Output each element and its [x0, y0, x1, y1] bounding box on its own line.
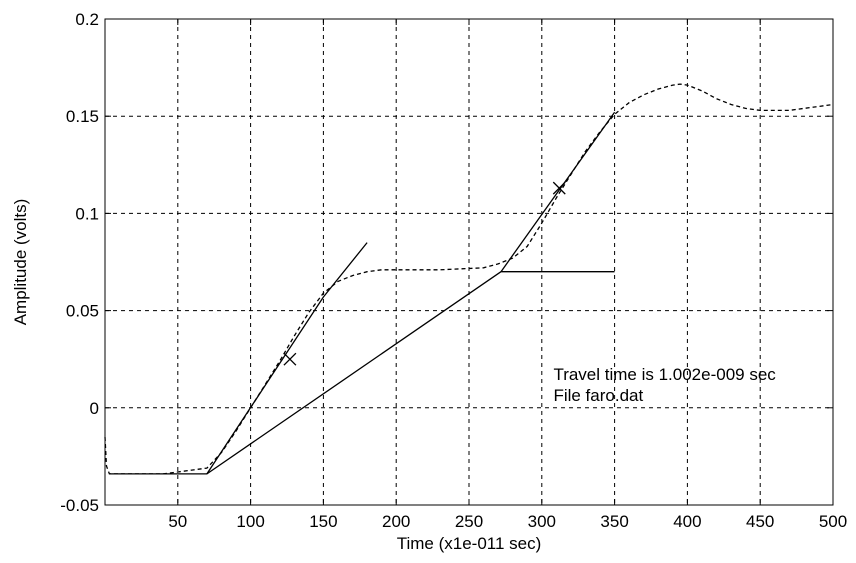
x-marker — [283, 352, 297, 366]
x-tick-label: 350 — [600, 512, 628, 531]
annotation-1: Travel time is 1.002e-009 sec — [553, 365, 776, 384]
x-axis-label: Time (x1e-011 sec) — [397, 534, 542, 553]
series-line-1 — [104, 83, 834, 475]
y-tick-label: 0 — [90, 399, 99, 418]
y-tick-label: -0.05 — [60, 496, 99, 515]
series-group — [104, 83, 834, 475]
y-tick-label: 0.15 — [66, 107, 99, 126]
y-tick-label: 0.05 — [66, 302, 99, 321]
annotation-2: File faro.dat — [553, 386, 643, 405]
x-tick-label: 500 — [819, 512, 847, 531]
y-tick-label: 0.2 — [75, 10, 99, 29]
y-tick-label: 0.1 — [75, 204, 99, 223]
x-tick-label: 200 — [382, 512, 410, 531]
x-tick-label: 400 — [673, 512, 701, 531]
series-line-4 — [500, 111, 616, 273]
series-line-2 — [109, 271, 615, 475]
series-line-3 — [206, 242, 368, 475]
ticks-group: 50 100 150 200 250 300 350 400 450 500 -0.05 0 0.05 0… — [60, 10, 847, 531]
grid — [105, 19, 833, 505]
x-tick-label: 150 — [309, 512, 337, 531]
y-axis-label: Amplitude (volts) — [11, 199, 30, 326]
x-tick-label: 300 — [528, 512, 556, 531]
x-tick-label: 450 — [746, 512, 774, 531]
x-tick-label: 50 — [168, 512, 187, 531]
markers-group — [283, 181, 566, 366]
x-marker — [552, 181, 566, 195]
annotations-group: Travel time is 1.002e-009 sec File faro.d… — [553, 365, 776, 405]
x-tick-label: 250 — [455, 512, 483, 531]
x-tick-label: 100 — [236, 512, 264, 531]
